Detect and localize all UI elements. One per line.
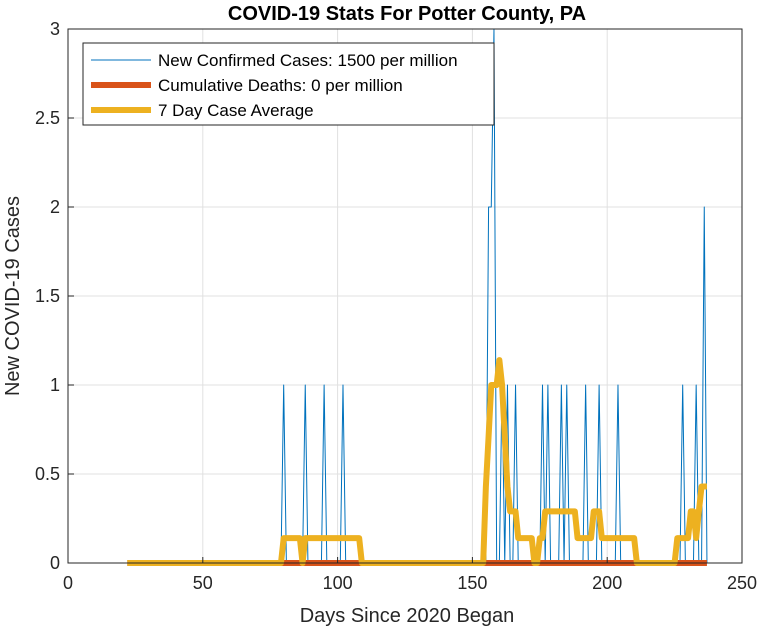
y-tick-label: 0 [50, 553, 60, 573]
legend-label-7-day-average: 7 Day Case Average [158, 101, 314, 120]
y-tick-label: 0.5 [35, 464, 60, 484]
y-tick-label: 1.5 [35, 286, 60, 306]
legend-label-cumulative-deaths: Cumulative Deaths: 0 per million [158, 76, 403, 95]
x-tick-label: 200 [592, 573, 622, 593]
y-tick-label: 1 [50, 375, 60, 395]
chart-title: COVID-19 Stats For Potter County, PA [228, 3, 586, 25]
ticks: 0 50 100 150 200 250 0 0.5 1 1.5 2 2.5 3 [35, 19, 757, 593]
y-tick-label: 2 [50, 197, 60, 217]
y-tick-label: 2.5 [35, 108, 60, 128]
y-axis-label: New COVID-19 Cases [2, 196, 24, 396]
x-tick-label: 150 [457, 573, 487, 593]
legend: New Confirmed Cases: 1500 per million Cu… [82, 42, 495, 126]
x-tick-label: 100 [323, 573, 353, 593]
x-axis-label: Days Since 2020 Began [300, 605, 515, 627]
x-tick-label: 0 [63, 573, 73, 593]
x-tick-label: 50 [193, 573, 213, 593]
grid [68, 29, 742, 563]
x-tick-label: 250 [727, 573, 757, 593]
legend-box [82, 42, 495, 126]
y-tick-label: 3 [50, 19, 60, 39]
legend-label-new-cases: New Confirmed Cases: 1500 per million [158, 51, 458, 70]
